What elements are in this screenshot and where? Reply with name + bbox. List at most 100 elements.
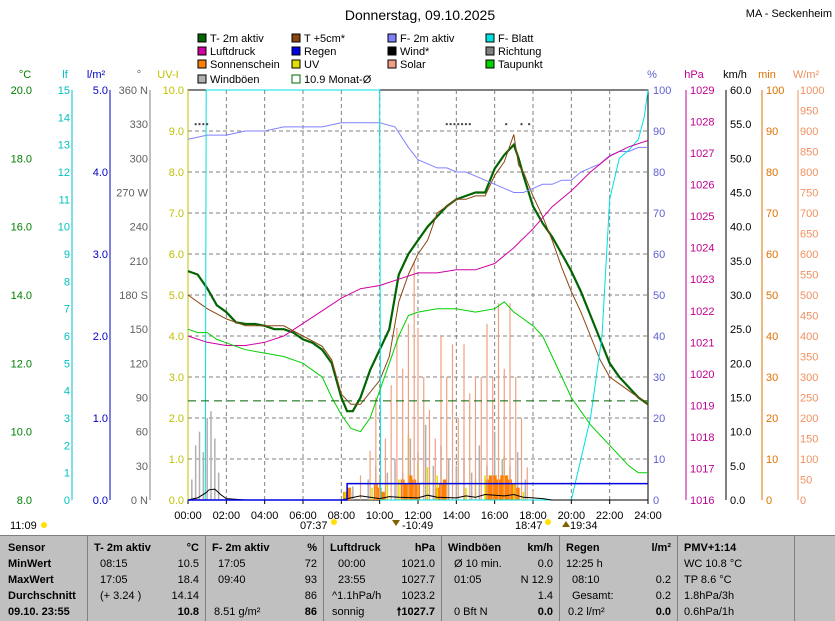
temp-tick-label: 18.0 (11, 153, 32, 165)
leaf-tick-label: 13 (58, 140, 70, 152)
leaf-tick-label: 0 (64, 495, 70, 507)
row-date: 09.10. 23:55 (8, 606, 70, 618)
f2m-min-value: 72 (304, 558, 317, 570)
uv-max-label: -10:49 (402, 520, 433, 532)
series-t-2m-aktiv (187, 142, 649, 413)
uv-tick-label: 1.0 (169, 454, 184, 466)
col-rain: Regen l/m² 12:25 h 08:10 0.2 Gesamt: 0.2… (560, 536, 678, 621)
uv-tick-label: 2.0 (169, 413, 184, 425)
press-max-value: 1027.7 (401, 574, 435, 586)
x-tick-label: 08:00 (328, 510, 356, 522)
hum-tick-label: 20 (653, 413, 665, 425)
press-tick-label: 1029 (690, 85, 714, 97)
press-min-time: 00:00 (338, 558, 366, 570)
sun-icon (41, 522, 47, 528)
legend-swatch (291, 59, 301, 69)
dir-tick-label: 30 (136, 461, 148, 473)
legend-label: Regen (304, 46, 336, 58)
wind-tick-label: 10.0 (730, 427, 751, 439)
series-t-5cm- (187, 134, 649, 405)
leaf-tick-label: 3 (64, 413, 70, 425)
press-tick-label: 1027 (690, 148, 714, 160)
temp-tick-label: 14.0 (11, 290, 32, 302)
solar-tick-label: 550 (800, 270, 818, 282)
press-tick-label: 1017 (690, 463, 714, 475)
sunmin-tick-label: 0 (766, 495, 772, 507)
uv-tick-label: 3.0 (169, 372, 184, 384)
uv-tick-label: 6.0 (169, 249, 184, 261)
station-name: MA - Seckenheim (746, 8, 832, 20)
rain-tick-label: 4.0 (93, 167, 108, 179)
hum-tick-label: 40 (653, 331, 665, 343)
hum-tick-label: 90 (653, 126, 665, 138)
wind-tick-label: 15.0 (730, 393, 751, 405)
direction-dot (520, 123, 523, 126)
press-tick-label: 1024 (690, 243, 714, 255)
wind-tick-label: 40.0 (730, 222, 751, 234)
sunmin-tick-label: 50 (766, 290, 778, 302)
direction-dot (468, 123, 471, 126)
wind-tick-label: 20.0 (730, 358, 751, 370)
press-tick-label: 1025 (690, 211, 714, 223)
legend-swatch (197, 33, 207, 43)
wind-tick-label: 5.0 (730, 461, 745, 473)
col-f2m: F- 2m aktiv % 17:05 72 09:40 93 86 8.51 … (206, 536, 324, 621)
legend-swatch (485, 33, 495, 43)
rain-current: 0.0 (655, 606, 671, 618)
uv-tick-label: 5.0 (169, 290, 184, 302)
sunmin-tick-label: 70 (766, 208, 778, 220)
uv-tick-label: 4.0 (169, 331, 184, 343)
leaf-tick-label: 2 (64, 440, 70, 452)
leaf-tick-label: 10 (58, 222, 70, 234)
wind-tick-label: 45.0 (730, 188, 751, 200)
wind-tick-label: 55.0 (730, 119, 751, 131)
press-tick-label: 1019 (690, 400, 714, 412)
series-regen (188, 482, 648, 501)
sunrise-label: 07:37 (300, 520, 328, 532)
f2m-head: F- 2m aktiv (212, 542, 270, 554)
press-current-value: 1027.7 (401, 606, 435, 618)
leaf-tick-label: 4 (64, 386, 70, 398)
sunset-icon (545, 519, 551, 525)
f2m-max-time: 09:40 (218, 574, 246, 586)
hum-tick-label: 60 (653, 249, 665, 261)
legend-swatch (291, 46, 301, 56)
solar-tick-label: 850 (800, 147, 818, 159)
col-sensor: Sensor MinWert MaxWert Durchschnitt 09.1… (0, 536, 88, 621)
dir-tick-label: 90 (136, 393, 148, 405)
series-wind- (187, 488, 648, 501)
sunmin-tick-label: 80 (766, 167, 778, 179)
rain-unit: l/m² (651, 542, 671, 554)
press-head: Luftdruck (330, 542, 381, 554)
x-tick-label: 00:00 (174, 510, 202, 522)
sunset-label: 18:47 (515, 520, 543, 532)
pmv-windchill: WC 10.8 °C (684, 558, 743, 570)
t2m-avg-diff: (+ 3.24 ) (100, 590, 142, 602)
press-unit-label: hPa (684, 69, 704, 81)
press-unit: hPa (414, 542, 435, 554)
solar-tick-label: 950 (800, 106, 818, 118)
solar-tick-label: 350 (800, 352, 818, 364)
col-t2m: T- 2m aktiv °C 08:15 10.5 17:05 18.4 (+ … (88, 536, 206, 621)
dir-unit-label: ° (137, 69, 141, 81)
t2m-max-value: 18.4 (177, 574, 199, 586)
gust-unit: km/h (527, 542, 553, 554)
t2m-current: 10.8 (177, 606, 199, 618)
press-tick-label: 1020 (690, 369, 714, 381)
wind-unit-label: km/h (723, 69, 747, 81)
moon-label: 19:34 (570, 520, 598, 532)
pmv-trend-1h: 0.6hPa/1h (684, 606, 735, 618)
dir-tick-label: 150 (130, 324, 148, 336)
legend-label: Taupunkt (498, 59, 543, 71)
press-tick-label: 1026 (690, 180, 714, 192)
solar-tick-label: 250 (800, 393, 818, 405)
uv-tick-label: 0.0 (169, 495, 184, 507)
temp-tick-label: 12.0 (11, 358, 32, 370)
sunmin-tick-label: 90 (766, 126, 778, 138)
t2m-min-time: 08:15 (100, 558, 128, 570)
direction-dot (505, 123, 508, 126)
solar-tick-label: 1000 (800, 85, 824, 97)
leaf-tick-label: 7 (64, 304, 70, 316)
x-tick-label: 10:00 (366, 510, 394, 522)
x-tick-label: 06:00 (289, 510, 317, 522)
